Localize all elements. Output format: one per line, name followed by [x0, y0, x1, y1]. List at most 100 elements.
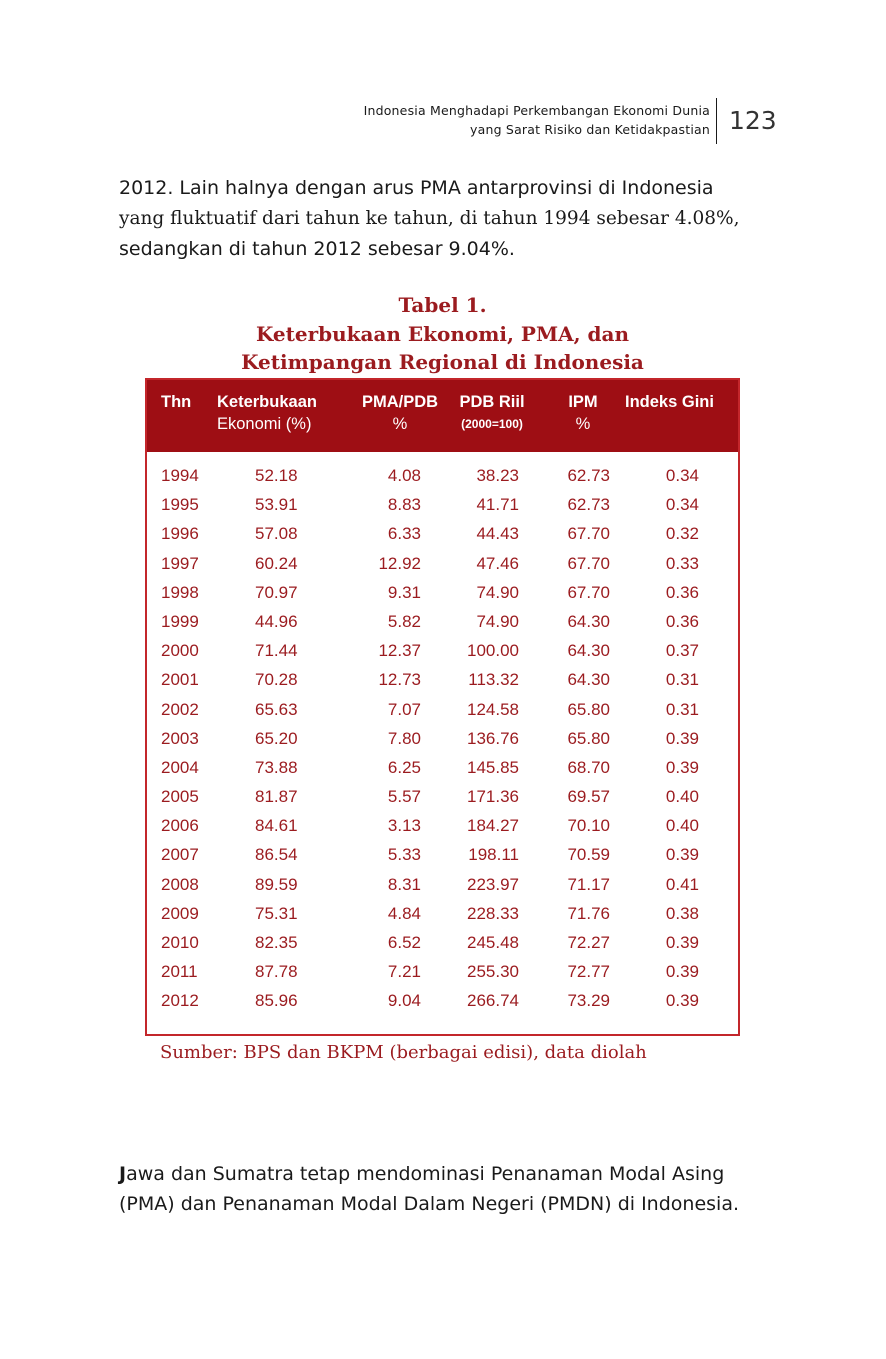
cell-pma-pdb: 6.52: [387, 933, 421, 952]
closing-line-1: awa dan Sumatra tetap mendominasi Penana…: [126, 1163, 725, 1185]
cell-gini: 0.34: [665, 466, 699, 485]
cell-real-gdp: 47.46: [476, 553, 519, 573]
cell-pma-pdb: 8.83: [387, 495, 421, 515]
cell-gini: 0.32: [665, 524, 699, 544]
header-pma-pdb: PMA/PDB %: [356, 391, 444, 435]
cell-ipm: 71.76: [567, 903, 610, 923]
cell-gini: 0.40: [665, 787, 699, 807]
cell-pma-pdb: 12.92: [378, 553, 421, 573]
cell-openness: 89.59: [255, 874, 298, 894]
table-row: 1994 52.18 4.08 38.23 62.73 0.34: [147, 462, 738, 491]
table-row: 2000 71.44 12.37 100.00 64.30 0.37: [147, 637, 738, 666]
header-year: Thn: [161, 391, 191, 413]
table-row: 2005 81.87 5.57 171.36 69.57 0.40: [147, 783, 738, 812]
cell-gini: 0.39: [665, 991, 699, 1011]
table-row: 1999 44.96 5.82 74.90 64.30 0.36: [147, 608, 738, 637]
table-row: 1995 53.91 8.83 41.71 62.73 0.34: [147, 491, 738, 520]
header-pdb-line-1: PDB Riil: [459, 393, 525, 411]
table-row: 2002 65.63 7.07 124.58 65.80 0.31: [147, 696, 738, 725]
header-pma-line-1: PMA/PDB: [361, 393, 439, 411]
cell-year: 1995: [161, 495, 199, 515]
table-row: 1997 60.24 12.92 47.46 67.70 0.33: [147, 550, 738, 579]
cell-openness: 86.54: [255, 845, 298, 865]
cell-year: 1996: [161, 524, 199, 544]
intro-line-1: 2012. Lain halnya dengan arus PMA antarp…: [119, 177, 714, 199]
header-openness-line-1: Keterbukaan: [217, 393, 317, 411]
cell-gini: 0.39: [665, 962, 699, 982]
data-table: Thn Keterbukaan Ekonomi (%) PMA/PDB % PD…: [145, 378, 740, 1036]
table-row: 2010 82.35 6.52 245.48 72.27 0.39: [147, 929, 738, 958]
cell-openness: 81.87: [255, 787, 298, 807]
header-openness: Keterbukaan Ekonomi (%): [217, 391, 317, 435]
cell-year: 2001: [161, 670, 199, 690]
cell-year: 2008: [161, 874, 199, 894]
cell-pma-pdb: 8.31: [387, 874, 421, 894]
cell-openness: 87.78: [255, 962, 298, 982]
header-gini-label: Indeks Gini: [625, 393, 714, 411]
cell-ipm: 64.30: [567, 641, 610, 661]
cell-real-gdp: 228.33: [467, 903, 519, 923]
cell-gini: 0.34: [665, 495, 699, 515]
cell-real-gdp: 245.48: [467, 933, 519, 952]
table-caption-title-1: Keterbukaan Ekonomi, PMA, dan: [255, 321, 630, 346]
table-row: 2009 75.31 4.84 228.33 71.76 0.38: [147, 900, 738, 929]
cell-openness: 84.61: [255, 816, 298, 836]
cell-openness: 65.63: [255, 699, 298, 719]
cell-openness: 70.28: [255, 670, 298, 690]
cell-pma-pdb: 7.80: [387, 728, 421, 748]
cell-real-gdp: 171.36: [467, 787, 519, 807]
cell-openness: 52.18: [255, 466, 298, 485]
cell-year: 2003: [161, 728, 199, 748]
cell-year: 1999: [161, 611, 199, 631]
cell-year: 2000: [161, 641, 199, 661]
cell-gini: 0.33: [665, 553, 699, 573]
header-openness-line-2: Ekonomi (%): [217, 415, 312, 433]
cell-pma-pdb: 12.37: [378, 641, 421, 661]
cell-real-gdp: 100.00: [467, 641, 519, 661]
cell-real-gdp: 198.11: [468, 845, 519, 865]
page-number: 123: [729, 106, 777, 135]
header-year-label: Thn: [161, 393, 192, 411]
table-row: 2008 89.59 8.31 223.97 71.17 0.41: [147, 871, 738, 900]
table-row: 2001 70.28 12.73 113.32 64.30 0.31: [147, 666, 738, 695]
header-ipm-line-2: %: [575, 415, 591, 433]
table-caption-number: Tabel 1.: [398, 293, 487, 317]
table-header-row: Thn Keterbukaan Ekonomi (%) PMA/PDB % PD…: [147, 380, 738, 452]
cell-gini: 0.31: [665, 699, 699, 719]
cell-real-gdp: 38.23: [476, 466, 519, 485]
cell-openness: 60.24: [255, 553, 298, 573]
cell-ipm: 70.59: [567, 845, 610, 865]
cell-openness: 73.88: [255, 757, 298, 777]
cell-ipm: 72.27: [567, 933, 610, 952]
cell-ipm: 64.30: [567, 611, 610, 631]
running-header-line-2: yang Sarat Risiko dan Ketidakpastian: [470, 122, 710, 137]
cell-pma-pdb: 5.33: [387, 845, 421, 865]
cell-real-gdp: 41.71: [476, 495, 519, 515]
cell-gini: 0.31: [665, 670, 699, 690]
cell-openness: 85.96: [255, 991, 298, 1011]
cell-pma-pdb: 3.13: [387, 816, 421, 836]
dropcap-letter: J: [119, 1163, 127, 1185]
cell-year: 2005: [161, 787, 199, 807]
closing-paragraph: Jawa dan Sumatra tetap mendominasi Penan…: [119, 1159, 767, 1219]
cell-real-gdp: 184.27: [467, 816, 519, 836]
cell-pma-pdb: 6.33: [387, 524, 421, 544]
header-pma-line-2: %: [392, 415, 408, 433]
table-caption-title-2: Ketimpangan Regional di Indonesia: [241, 350, 644, 374]
cell-ipm: 65.80: [567, 699, 610, 719]
cell-gini: 0.37: [665, 641, 699, 661]
running-header-line-1: Indonesia Menghadapi Perkembangan Ekonom…: [363, 103, 710, 118]
table-row: 1996 57.08 6.33 44.43 67.70 0.32: [147, 520, 738, 549]
cell-ipm: 64.30: [567, 670, 610, 690]
header-ipm: IPM %: [563, 391, 603, 435]
cell-real-gdp: 145.85: [467, 757, 519, 777]
cell-ipm: 62.73: [567, 495, 610, 515]
cell-year: 2010: [161, 933, 199, 952]
cell-real-gdp: 74.90: [476, 582, 519, 602]
cell-real-gdp: 223.97: [467, 874, 519, 894]
cell-gini: 0.40: [665, 816, 699, 836]
cell-ipm: 70.10: [567, 816, 610, 836]
header-divider: [716, 98, 717, 144]
intro-line-2: yang fluktuatif dari tahun ke tahun, di …: [119, 208, 740, 229]
cell-year: 1998: [161, 582, 199, 602]
